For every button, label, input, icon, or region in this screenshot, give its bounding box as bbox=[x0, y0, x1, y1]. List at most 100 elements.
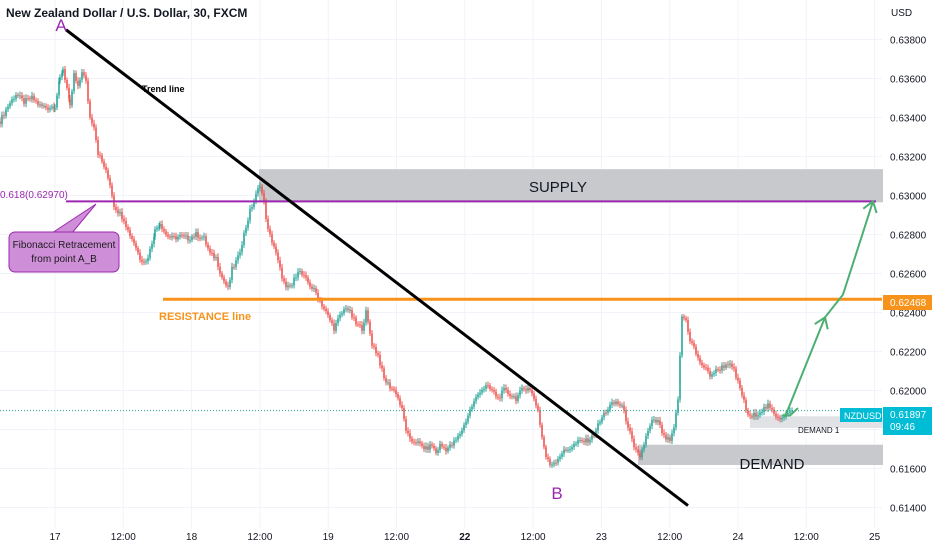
candle-body bbox=[749, 414, 751, 416]
candle-body bbox=[105, 166, 107, 171]
candle-body bbox=[529, 387, 531, 390]
candle-body bbox=[147, 257, 149, 262]
candle-body bbox=[315, 288, 317, 293]
candle-body bbox=[391, 388, 393, 390]
candle-body bbox=[263, 193, 265, 202]
grid bbox=[0, 0, 882, 528]
candle-body bbox=[211, 252, 213, 254]
candle-body bbox=[245, 227, 247, 234]
candle-body bbox=[377, 353, 379, 356]
candle-body bbox=[307, 277, 309, 283]
current-price-value: 0.61897 bbox=[890, 410, 927, 421]
candle-body bbox=[73, 73, 75, 92]
candle-body bbox=[449, 444, 451, 448]
symbol-tag-text: NZDUSD bbox=[844, 411, 882, 421]
candle-body bbox=[629, 427, 631, 432]
demand1-label: DEMAND 1 bbox=[798, 426, 840, 435]
candle-body bbox=[433, 445, 435, 449]
candle-body bbox=[663, 433, 665, 435]
candle-body bbox=[645, 436, 647, 445]
candle-body bbox=[711, 374, 713, 377]
candle-body bbox=[229, 279, 231, 287]
candle-body bbox=[237, 255, 239, 261]
candle-body bbox=[599, 421, 601, 424]
candle-body bbox=[765, 406, 767, 409]
candle-body bbox=[643, 444, 645, 450]
candle-body bbox=[721, 365, 723, 371]
candle-body bbox=[241, 245, 243, 253]
candle-body bbox=[295, 277, 297, 279]
candle-body bbox=[755, 412, 757, 417]
candle-body bbox=[617, 401, 619, 404]
candle-body bbox=[131, 235, 133, 240]
candle-body bbox=[627, 421, 629, 428]
candle-body bbox=[683, 316, 685, 319]
candle-body bbox=[691, 341, 693, 343]
candle-body bbox=[39, 104, 41, 106]
candle-body bbox=[609, 404, 611, 410]
candle-body bbox=[587, 438, 589, 443]
candle-body bbox=[515, 396, 517, 401]
candle-body bbox=[681, 316, 683, 356]
candle-body bbox=[99, 154, 101, 156]
candle-body bbox=[533, 393, 535, 399]
candle-body bbox=[739, 380, 741, 388]
candle-body bbox=[141, 259, 143, 262]
countdown-value: 09:46 bbox=[890, 422, 915, 433]
candle-body bbox=[171, 236, 173, 238]
candle-body bbox=[523, 388, 525, 390]
candle-body bbox=[473, 401, 475, 407]
candle-body bbox=[787, 413, 789, 415]
candle-body bbox=[289, 285, 291, 287]
candle-body bbox=[117, 209, 119, 214]
projection-path bbox=[784, 201, 874, 418]
candle-body bbox=[737, 377, 739, 381]
candle-body bbox=[637, 449, 639, 453]
candle-body bbox=[15, 95, 17, 99]
candle-body bbox=[3, 115, 5, 117]
candle-body bbox=[715, 369, 717, 373]
candle-body bbox=[375, 346, 377, 354]
candle-body bbox=[201, 237, 203, 239]
candle-body bbox=[779, 417, 781, 420]
candle-body bbox=[93, 123, 95, 128]
x-tick-label: 19 bbox=[323, 532, 335, 543]
candle-body bbox=[775, 413, 777, 417]
candle-body bbox=[493, 390, 495, 392]
candle-body bbox=[583, 440, 585, 443]
candle-body bbox=[367, 310, 369, 322]
candle-body bbox=[17, 95, 19, 97]
candle-body bbox=[345, 308, 347, 310]
candle-body bbox=[673, 427, 675, 434]
candle-body bbox=[119, 212, 121, 214]
candle-body bbox=[209, 248, 211, 253]
candle-body bbox=[221, 273, 223, 278]
candle-body bbox=[551, 464, 553, 466]
candle-body bbox=[7, 106, 9, 110]
candle-body bbox=[181, 235, 183, 237]
candle-body bbox=[767, 403, 769, 409]
candle-body bbox=[95, 127, 97, 141]
candle-body bbox=[661, 424, 663, 434]
candle-body bbox=[613, 402, 615, 404]
candle-body bbox=[719, 369, 721, 371]
candle-body bbox=[675, 412, 677, 428]
candle-body bbox=[677, 399, 679, 413]
candle-body bbox=[445, 447, 447, 452]
candle-body bbox=[77, 80, 79, 86]
candle-body bbox=[53, 106, 55, 109]
candle-body bbox=[623, 405, 625, 411]
candle-body bbox=[499, 397, 501, 399]
candle-body bbox=[639, 452, 641, 458]
candle-body bbox=[281, 267, 283, 279]
candle-body bbox=[471, 406, 473, 410]
candle-body bbox=[733, 366, 735, 369]
candle-body bbox=[129, 230, 131, 236]
candle-body bbox=[85, 75, 87, 81]
candle-body bbox=[657, 420, 659, 423]
candle-body bbox=[791, 410, 793, 412]
candle-body bbox=[455, 439, 457, 441]
candle-body bbox=[593, 435, 595, 437]
candle-body bbox=[789, 410, 791, 414]
